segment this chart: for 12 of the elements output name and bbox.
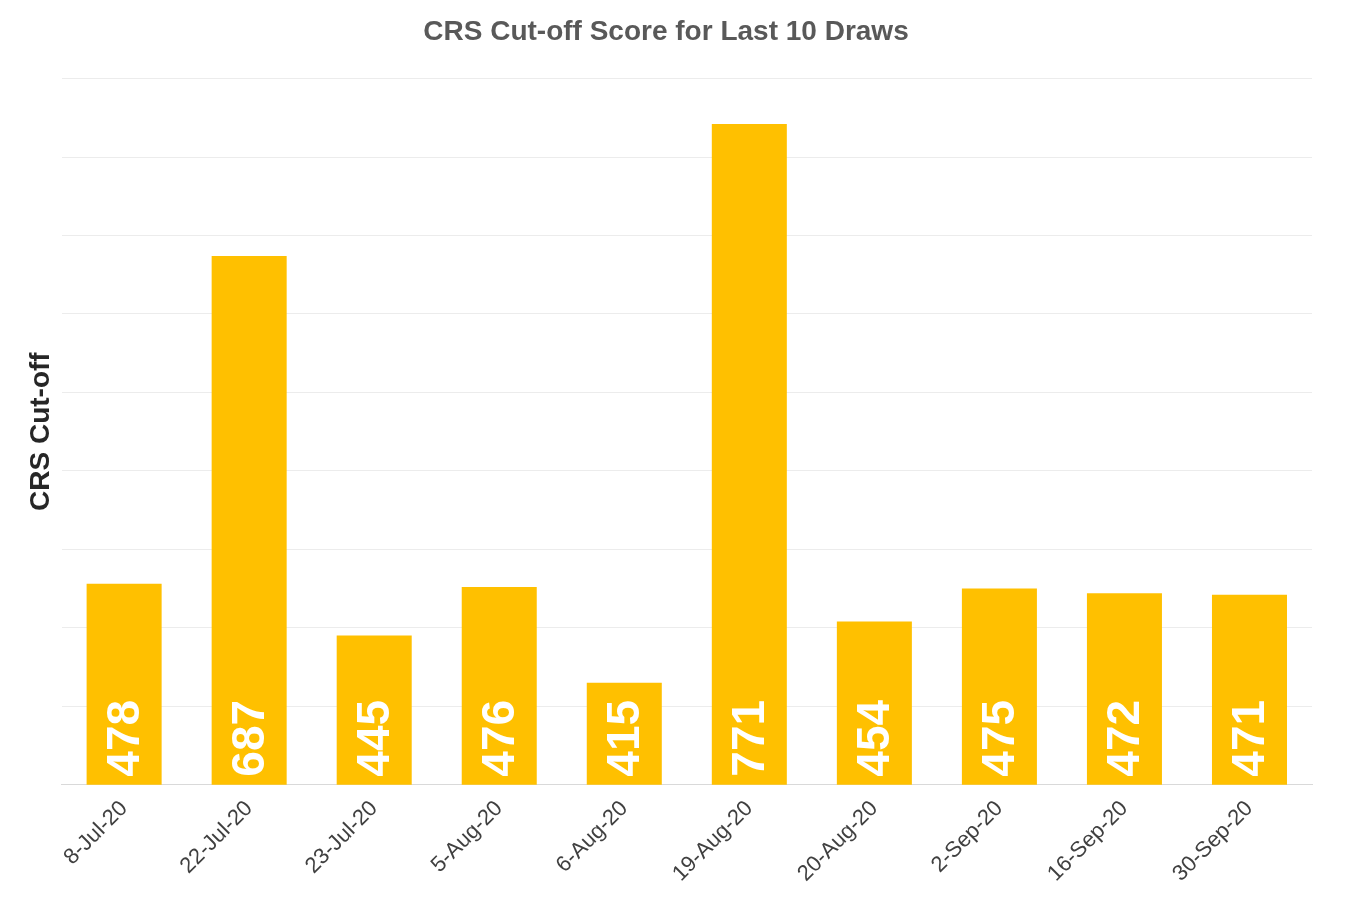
data-label: 445 — [346, 699, 399, 777]
data-label: 471 — [1222, 699, 1275, 777]
data-label: 771 — [722, 699, 775, 777]
data-label: 475 — [972, 699, 1025, 777]
data-label: 415 — [596, 699, 649, 777]
data-label: 454 — [847, 699, 900, 777]
y-axis-title: CRS Cut-off — [23, 351, 55, 511]
data-label: 687 — [221, 699, 274, 777]
data-label: 478 — [96, 699, 149, 777]
chart-title: CRS Cut-off Score for Last 10 Draws — [423, 14, 909, 46]
data-label: 472 — [1097, 699, 1150, 777]
data-label: 476 — [471, 699, 524, 777]
